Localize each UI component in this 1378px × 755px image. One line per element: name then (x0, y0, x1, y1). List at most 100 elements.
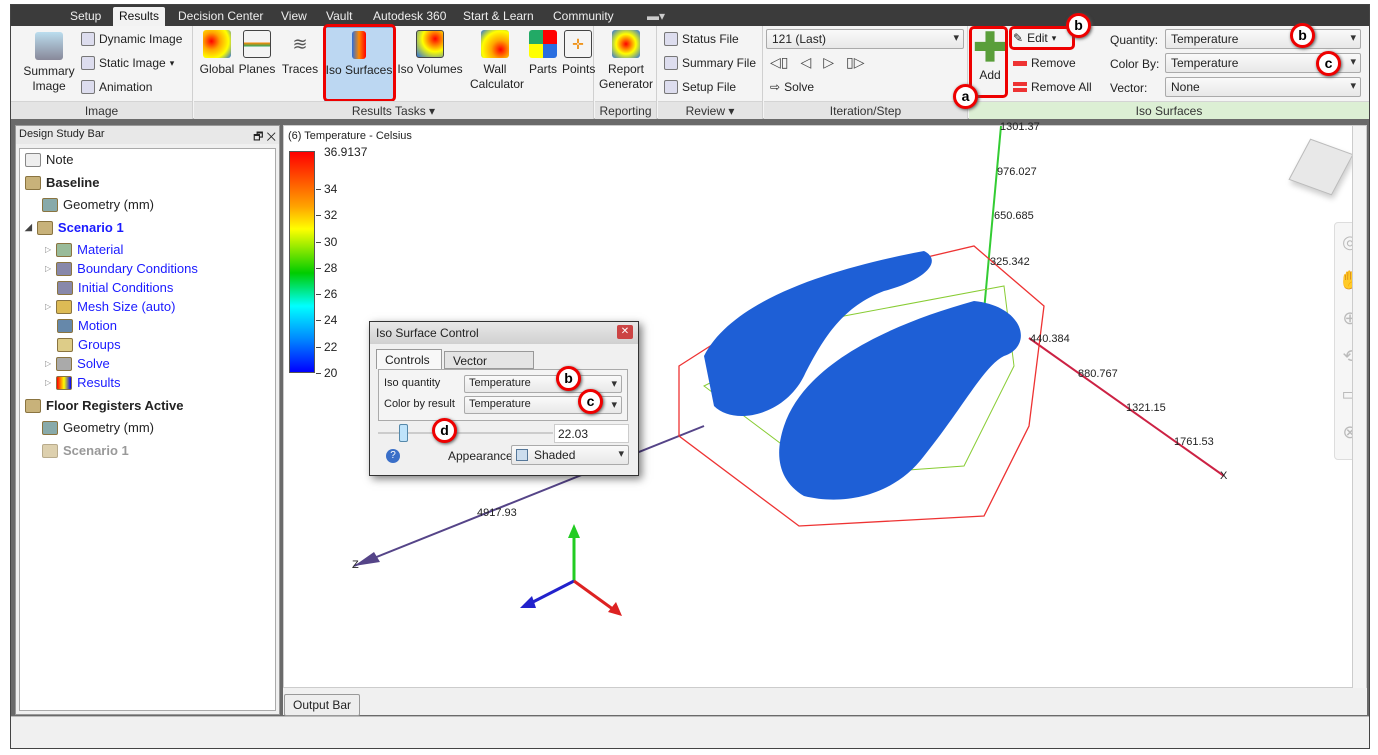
y-axis-tick: 650.685 (994, 210, 1034, 222)
color-by-select[interactable]: Temperature (1165, 53, 1361, 73)
legend-tick-label: 34 (324, 182, 338, 197)
points-button[interactable]: ✛ Points (562, 30, 595, 77)
x-axis-tick: 880.767 (1078, 368, 1118, 380)
summary-file-button[interactable]: Summary File (664, 56, 756, 70)
x-axis-line (1028, 337, 1225, 477)
iso-value-input[interactable]: 22.03 (554, 424, 629, 443)
folder-icon (25, 175, 41, 190)
legend-tick-label: 24 (324, 313, 338, 328)
tree-item-material[interactable]: ▷ Material (45, 242, 124, 257)
tree-item-boundary-conditions[interactable]: ▷ Boundary Conditions (45, 261, 198, 276)
x-axis-label: X (1220, 470, 1228, 482)
animation-button[interactable]: Animation (81, 80, 152, 94)
global-button[interactable]: Global (198, 30, 236, 77)
traces-button[interactable]: ≋ Traces (280, 30, 320, 77)
panel-controls-icon[interactable]: 🗗 ✕ (253, 131, 276, 143)
legend-tick-label: 28 (324, 260, 338, 275)
tree-item-geometry[interactable]: Geometry (mm) (42, 197, 154, 212)
legend-tick-mark (316, 215, 321, 217)
tree-item-mesh-size[interactable]: ▷ Mesh Size (auto) (45, 299, 176, 314)
first-step-icon[interactable]: ◁▯ (770, 54, 789, 70)
callout-b: b (1066, 13, 1091, 38)
tree-item-note[interactable]: Note (25, 152, 73, 167)
remove-icon (1013, 60, 1027, 66)
report-generator-button[interactable]: Report Generator (597, 30, 655, 92)
group-image: Summary Image Dynamic Image Static Image… (11, 26, 193, 119)
summary-file-label: Summary File (682, 56, 757, 70)
y-axis-tick: 976.027 (997, 166, 1037, 178)
tab-autodesk-360[interactable]: Autodesk 360 (373, 9, 447, 23)
tree-item-groups[interactable]: Groups (57, 337, 121, 352)
add-label: Add (979, 68, 1001, 82)
group-label-review[interactable]: Review ▾ (658, 101, 762, 119)
callout-c: c (578, 389, 603, 414)
setup-file-button[interactable]: Setup File (664, 80, 736, 94)
tab-results[interactable]: Results (113, 7, 166, 26)
group-iteration-step: 121 (Last) ◁▯ ◁ ▷ ▯▷ ⇨Solve Iteration/Step (764, 26, 968, 119)
tab-controls[interactable]: Controls (376, 349, 442, 369)
iso-volumes-button[interactable]: Iso Volumes (396, 30, 464, 77)
close-icon[interactable]: ✕ (617, 325, 633, 339)
tab-community[interactable]: Community (553, 9, 614, 23)
quantity-label: Quantity: (1110, 33, 1159, 47)
prev-step-icon[interactable]: ◁ (800, 54, 812, 70)
legend-tick-mark (316, 189, 321, 191)
vector-select[interactable]: None (1165, 77, 1361, 97)
quantity-select[interactable]: Temperature (1165, 29, 1361, 49)
tree-item-geometry-2[interactable]: Geometry (mm) (42, 420, 154, 435)
iso-value-slider-track[interactable] (378, 432, 553, 434)
legend-tick-label: 30 (324, 234, 338, 249)
wall-calculator-button[interactable]: Wall Calculator (466, 30, 524, 92)
highlight-add (969, 26, 1008, 98)
static-image-icon (81, 56, 95, 70)
tab-decision-center[interactable]: Decision Center (178, 9, 264, 23)
camera-dropdown-icon[interactable]: ▬▾ (647, 9, 666, 23)
y-axis-line (983, 126, 1002, 312)
tree-item-solve[interactable]: ▷ Solve (45, 356, 110, 371)
last-step-icon[interactable]: ▯▷ (846, 54, 865, 70)
color-by-result-label: Color by result (384, 398, 455, 410)
remove-all-icon (1013, 82, 1027, 92)
remove-button[interactable]: Remove (1013, 56, 1076, 70)
tab-vector-settings[interactable]: Vector settings (444, 351, 534, 382)
add-iso-button[interactable]: ✚ Add (972, 28, 1008, 83)
tab-view[interactable]: View (281, 9, 307, 23)
iteration-select[interactable]: 121 (Last) (766, 29, 964, 49)
tree-item-initial-conditions[interactable]: Initial Conditions (57, 280, 173, 295)
solve-button[interactable]: ⇨ Solve (770, 80, 814, 94)
tab-vault[interactable]: Vault (326, 9, 353, 23)
tree-item-results[interactable]: ▷ Results (45, 375, 121, 390)
iso-quantity-select[interactable]: Temperature (464, 375, 622, 393)
mesh-icon (56, 299, 73, 314)
tree-item-motion[interactable]: Motion (57, 318, 117, 333)
parts-button[interactable]: Parts (526, 30, 560, 77)
tree-item-floor-registers-active[interactable]: Floor Registers Active (25, 398, 184, 413)
group-label-results-tasks[interactable]: Results Tasks ▾ (194, 101, 593, 119)
iso-value-slider-thumb[interactable] (399, 424, 408, 442)
help-icon[interactable]: ? (386, 449, 400, 463)
geometry-icon (42, 420, 58, 435)
tree-item-baseline[interactable]: Baseline (25, 175, 99, 190)
y-axis-tick: 1301.37 (1000, 121, 1040, 133)
results-tasks-label: Results Tasks (351, 104, 426, 118)
tree-item-scenario-1-inactive[interactable]: Scenario 1 (42, 443, 129, 458)
status-file-button[interactable]: Status File (664, 32, 739, 46)
tab-setup[interactable]: Setup (70, 9, 102, 23)
design-study-bar-title: Design Study Bar 🗗 ✕ (16, 126, 279, 144)
tab-start-learn[interactable]: Start & Learn (463, 9, 534, 23)
plus-icon: ✚ (973, 26, 1007, 70)
appearance-select[interactable]: Shaded (511, 445, 629, 465)
triad-y-arrow (568, 524, 580, 538)
viewport-scrollbar[interactable] (1352, 126, 1366, 689)
output-bar-button[interactable]: Output Bar (284, 694, 361, 716)
planes-button[interactable]: Planes (236, 30, 278, 77)
review-label: Review (685, 104, 725, 118)
edit-button[interactable]: ✎ Edit ▾ (1013, 31, 1057, 45)
appearance-value: Shaded (534, 448, 576, 462)
dynamic-image-button[interactable]: Dynamic Image (81, 32, 182, 46)
next-step-icon[interactable]: ▷ (823, 54, 835, 70)
static-image-button[interactable]: Static Image ▾ (81, 56, 174, 70)
tree-item-scenario-1[interactable]: ◢ Scenario 1 (25, 220, 124, 235)
summary-image-button[interactable]: Summary Image (19, 32, 79, 94)
remove-all-button[interactable]: Remove All (1013, 80, 1092, 94)
